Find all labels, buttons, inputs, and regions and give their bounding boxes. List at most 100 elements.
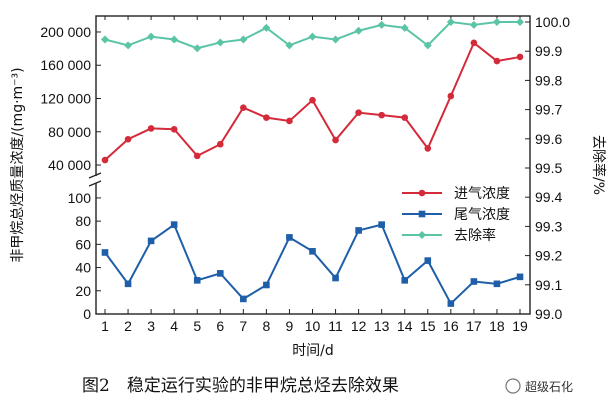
left-tick-label: 80: [75, 213, 91, 229]
watermark: 超级石化: [505, 378, 573, 394]
data-point: [377, 20, 386, 29]
left-axis: 40 000 80 000 120 000 160 000 200 000 0 20 40 60…: [40, 24, 101, 322]
axis-break: [88, 172, 102, 187]
data-point: [124, 280, 132, 288]
figure-caption: 图2 稳定运行实验的非甲烷总烃去除效果: [82, 376, 399, 396]
data-point: [469, 20, 478, 29]
data-point: [493, 57, 501, 65]
data-point: [285, 41, 294, 50]
series-3: [101, 18, 524, 53]
left-tick-label: 60: [75, 236, 91, 252]
legend-marker: [418, 210, 426, 218]
x-tick-label: 5: [193, 318, 201, 334]
data-point: [424, 257, 432, 264]
watermark-logo-icon: [505, 378, 521, 394]
data-point: [147, 125, 155, 132]
x-tick-label: 11: [328, 318, 343, 334]
left-tick-label: 20: [75, 283, 91, 299]
left-tick-label: 80 000: [48, 124, 91, 140]
right-tick-label: 99.9: [535, 43, 562, 59]
data-point: [401, 114, 409, 121]
data-point: [309, 248, 316, 255]
legend-marker: [418, 189, 426, 197]
x-tick-label: 12: [351, 318, 367, 334]
left-tick-label: 40 000: [48, 157, 91, 173]
data-point: [401, 277, 409, 284]
data-point: [147, 237, 155, 245]
x-tick-label: 16: [443, 318, 459, 334]
legend-marker: [418, 231, 426, 239]
x-tick-label: 18: [489, 318, 505, 334]
right-tick-label: 99.8: [535, 72, 562, 88]
data-point: [424, 145, 432, 152]
right-tick-label: 99.2: [535, 248, 562, 264]
series-layer: [101, 18, 524, 307]
left-tick-label: 100: [68, 190, 92, 206]
x-tick-label: 6: [216, 318, 224, 334]
break-gap: [90, 176, 102, 183]
left-tick-label: 160 000: [40, 57, 91, 73]
right-tick-label: 99.6: [535, 131, 562, 147]
data-point: [124, 41, 133, 50]
x-tick-label: 14: [397, 318, 413, 334]
x-tick-label: 9: [286, 318, 294, 334]
data-point: [400, 23, 409, 32]
data-point: [423, 41, 432, 50]
right-tick-label: 100.0: [535, 14, 570, 30]
right-tick-label: 99.5: [535, 160, 562, 176]
data-point: [170, 35, 179, 44]
data-point: [240, 104, 247, 111]
y-axis-right-title: 去除率/%: [590, 135, 607, 195]
data-point: [170, 221, 178, 228]
data-point: [216, 38, 225, 47]
x-axis: 1 2 3 4 5 6 7 8 9 10 11 12 13 14 15 16 17 18 19: [101, 16, 528, 334]
data-point: [124, 135, 132, 143]
x-tick-label: 10: [305, 318, 321, 334]
data-point: [470, 278, 478, 285]
x-tick-label: 13: [374, 318, 390, 334]
data-point: [263, 281, 270, 289]
right-tick-label: 99.0: [535, 306, 562, 322]
plot-frame: [95, 15, 531, 315]
legend-label: 进气浓度: [454, 186, 510, 202]
right-tick-label: 99.4: [535, 189, 562, 205]
left-tick-label: 40: [75, 260, 91, 276]
data-point: [101, 35, 109, 44]
left-tick-label: 200 000: [40, 24, 91, 40]
data-point: [308, 32, 317, 41]
data-point: [492, 18, 501, 26]
x-tick-label: 7: [239, 318, 247, 334]
data-point: [446, 18, 455, 26]
data-point: [516, 18, 524, 26]
x-axis-title: 时间/d: [292, 343, 334, 359]
data-point: [101, 156, 109, 164]
series-1: [101, 39, 524, 164]
data-point: [332, 274, 339, 282]
data-point: [216, 140, 224, 148]
data-point: [309, 96, 316, 104]
data-point: [447, 92, 455, 100]
data-point: [355, 227, 362, 234]
right-axis: 99.0 99.1 99.2 99.3 99.4 99.5 99.6 99.7 99.8 99.9…: [525, 14, 570, 322]
data-point: [355, 109, 362, 116]
data-point: [101, 249, 109, 256]
break-line: [88, 172, 102, 179]
data-point: [516, 53, 524, 61]
x-tick-label: 1: [101, 318, 109, 334]
data-point: [193, 44, 202, 53]
series-2: [101, 221, 524, 307]
data-point: [286, 117, 293, 125]
data-point: [470, 39, 478, 47]
x-tick-label: 15: [420, 318, 436, 334]
data-point: [332, 136, 339, 144]
left-tick-label: 0: [83, 306, 91, 322]
y-axis-left-title: 非甲烷总烃质量浓度/(mg·m⁻³): [10, 67, 26, 262]
x-tick-label: 17: [466, 318, 482, 334]
watermark-text: 超级石化: [525, 379, 573, 394]
right-tick-label: 99.1: [535, 277, 562, 293]
right-tick-label: 99.7: [535, 102, 562, 118]
x-tick-label: 3: [147, 318, 155, 334]
data-point: [378, 111, 385, 119]
